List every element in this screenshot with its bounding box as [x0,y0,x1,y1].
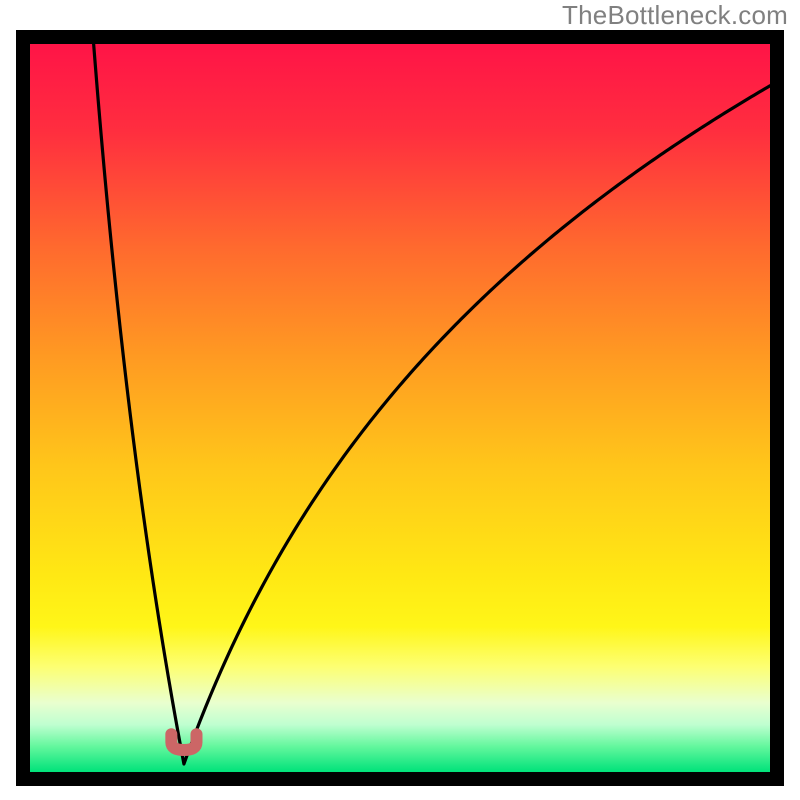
watermark-text: TheBottleneck.com [562,0,788,31]
plot-area [0,0,800,800]
gradient-background [30,44,770,772]
plot-svg [0,0,800,800]
chart-stage: TheBottleneck.com [0,0,800,800]
